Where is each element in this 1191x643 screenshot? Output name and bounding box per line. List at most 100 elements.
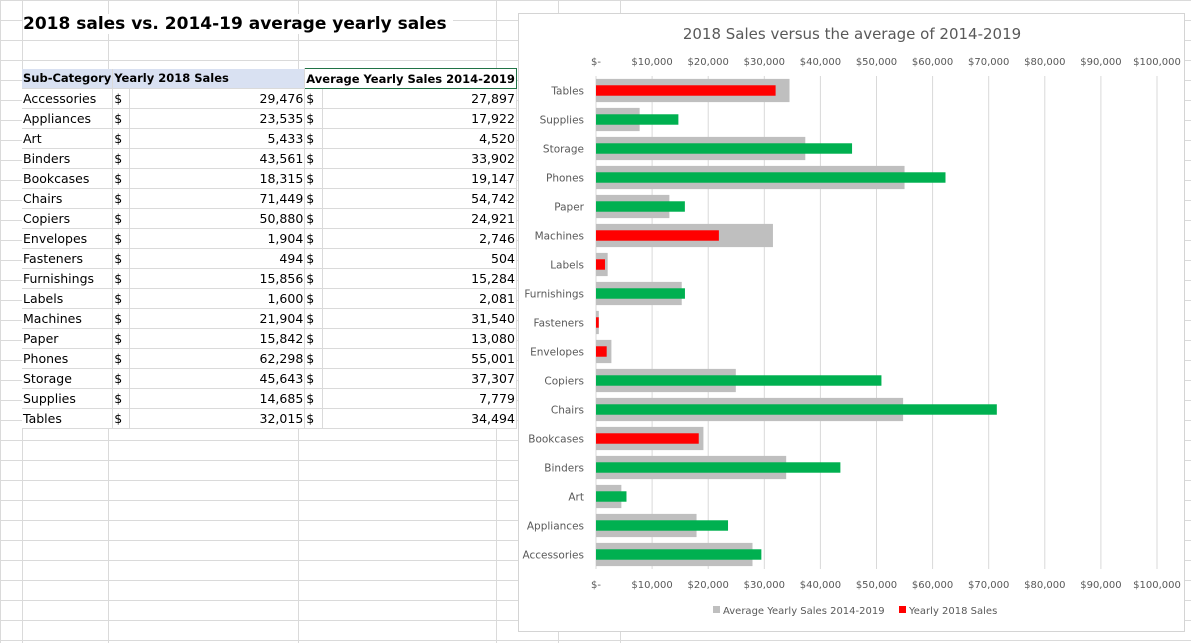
chart-container[interactable]: 2018 Sales versus the average of 2014-20… [518, 13, 1185, 632]
cell-currency-2018[interactable]: $ [112, 228, 131, 249]
cell-currency-2018[interactable]: $ [112, 148, 131, 169]
cell-sub-category[interactable]: Chairs [22, 188, 114, 209]
cell-value-avg[interactable]: 504 [322, 248, 517, 269]
cell-currency-avg[interactable]: $ [304, 128, 324, 149]
cell-currency-avg[interactable]: $ [304, 148, 324, 169]
x-tick-label-bottom: $- [591, 580, 601, 591]
cell-sub-category[interactable]: Supplies [22, 388, 114, 409]
cell-sub-category[interactable]: Bookcases [22, 168, 114, 189]
header-sub-category[interactable]: Sub-Category [22, 68, 114, 89]
cell-sub-category[interactable]: Labels [22, 288, 114, 309]
cell-currency-avg[interactable]: $ [304, 328, 324, 349]
x-tick-label-bottom: $40,000 [800, 580, 841, 591]
cell-currency-2018[interactable]: $ [112, 368, 131, 389]
header-yearly-2018[interactable]: Yearly 2018 Sales [112, 68, 306, 89]
cell-value-avg[interactable]: 27,897 [322, 88, 517, 109]
cell-value-avg[interactable]: 2,746 [322, 228, 517, 249]
cell-value-avg[interactable]: 34,494 [322, 408, 517, 429]
cell-value-avg[interactable]: 31,540 [322, 308, 517, 329]
category-label: Fasteners [534, 318, 584, 330]
cell-currency-avg[interactable]: $ [304, 288, 324, 309]
cell-value-avg[interactable]: 4,520 [322, 128, 517, 149]
cell-currency-2018[interactable]: $ [112, 88, 131, 109]
header-average-yearly[interactable]: Average Yearly Sales 2014-2019 [304, 68, 517, 89]
cell-sub-category[interactable]: Phones [22, 348, 114, 369]
table-row: Binders $43,561 $33,902 [22, 148, 517, 169]
cell-value-avg[interactable]: 37,307 [322, 368, 517, 389]
cell-value-2018[interactable]: 32,015 [129, 408, 306, 429]
category-label: Supplies [540, 115, 584, 127]
cell-currency-avg[interactable]: $ [304, 108, 324, 129]
cell-currency-2018[interactable]: $ [112, 268, 131, 289]
cell-value-2018[interactable]: 50,880 [129, 208, 306, 229]
cell-sub-category[interactable]: Accessories [22, 88, 114, 109]
cell-currency-2018[interactable]: $ [112, 168, 131, 189]
cell-value-2018[interactable]: 29,476 [129, 88, 306, 109]
cell-currency-2018[interactable]: $ [112, 208, 131, 229]
table-row: Phones $62,298 $55,001 [22, 348, 517, 369]
category-label: Art [568, 492, 584, 504]
cell-currency-avg[interactable]: $ [304, 248, 324, 269]
cell-value-2018[interactable]: 1,600 [129, 288, 306, 309]
bar-2018 [596, 462, 841, 473]
cell-currency-avg[interactable]: $ [304, 228, 324, 249]
cell-currency-avg[interactable]: $ [304, 308, 324, 329]
cell-currency-2018[interactable]: $ [112, 348, 131, 369]
cell-currency-2018[interactable]: $ [112, 308, 131, 329]
cell-currency-2018[interactable]: $ [112, 128, 131, 149]
cell-currency-avg[interactable]: $ [304, 188, 324, 209]
cell-sub-category[interactable]: Envelopes [22, 228, 114, 249]
cell-value-avg[interactable]: 24,921 [322, 208, 517, 229]
cell-value-2018[interactable]: 71,449 [129, 188, 306, 209]
cell-value-avg[interactable]: 15,284 [322, 268, 517, 289]
cell-value-2018[interactable]: 15,842 [129, 328, 306, 349]
cell-currency-avg[interactable]: $ [304, 408, 324, 429]
cell-currency-2018[interactable]: $ [112, 388, 131, 409]
cell-value-avg[interactable]: 13,080 [322, 328, 517, 349]
x-tick-label-top: $- [591, 57, 601, 68]
cell-currency-avg[interactable]: $ [304, 88, 324, 109]
cell-sub-category[interactable]: Fasteners [22, 248, 114, 269]
cell-currency-2018[interactable]: $ [112, 328, 131, 349]
cell-value-2018[interactable]: 21,904 [129, 308, 306, 329]
cell-sub-category[interactable]: Storage [22, 368, 114, 389]
cell-value-avg[interactable]: 55,001 [322, 348, 517, 369]
cell-value-avg[interactable]: 17,922 [322, 108, 517, 129]
cell-sub-category[interactable]: Copiers [22, 208, 114, 229]
cell-value-avg[interactable]: 7,779 [322, 388, 517, 409]
cell-value-2018[interactable]: 5,433 [129, 128, 306, 149]
cell-currency-avg[interactable]: $ [304, 388, 324, 409]
cell-sub-category[interactable]: Furnishings [22, 268, 114, 289]
cell-currency-avg[interactable]: $ [304, 348, 324, 369]
cell-value-2018[interactable]: 1,904 [129, 228, 306, 249]
cell-value-avg[interactable]: 33,902 [322, 148, 517, 169]
cell-currency-2018[interactable]: $ [112, 288, 131, 309]
cell-value-2018[interactable]: 18,315 [129, 168, 306, 189]
cell-value-2018[interactable]: 15,856 [129, 268, 306, 289]
cell-sub-category[interactable]: Machines [22, 308, 114, 329]
cell-value-2018[interactable]: 14,685 [129, 388, 306, 409]
cell-currency-2018[interactable]: $ [112, 248, 131, 269]
cell-sub-category[interactable]: Appliances [22, 108, 114, 129]
bar-2018 [596, 549, 762, 560]
cell-currency-2018[interactable]: $ [112, 108, 131, 129]
category-label: Bookcases [528, 434, 584, 446]
cell-sub-category[interactable]: Binders [22, 148, 114, 169]
cell-sub-category[interactable]: Tables [22, 408, 114, 429]
cell-sub-category[interactable]: Art [22, 128, 114, 149]
cell-value-avg[interactable]: 2,081 [322, 288, 517, 309]
cell-currency-avg[interactable]: $ [304, 368, 324, 389]
cell-sub-category[interactable]: Paper [22, 328, 114, 349]
cell-value-2018[interactable]: 494 [129, 248, 306, 269]
cell-value-avg[interactable]: 19,147 [322, 168, 517, 189]
cell-value-2018[interactable]: 23,535 [129, 108, 306, 129]
cell-value-avg[interactable]: 54,742 [322, 188, 517, 209]
cell-currency-avg[interactable]: $ [304, 268, 324, 289]
cell-value-2018[interactable]: 45,643 [129, 368, 306, 389]
cell-value-2018[interactable]: 62,298 [129, 348, 306, 369]
cell-currency-2018[interactable]: $ [112, 188, 131, 209]
cell-currency-2018[interactable]: $ [112, 408, 131, 429]
cell-value-2018[interactable]: 43,561 [129, 148, 306, 169]
cell-currency-avg[interactable]: $ [304, 168, 324, 189]
cell-currency-avg[interactable]: $ [304, 208, 324, 229]
